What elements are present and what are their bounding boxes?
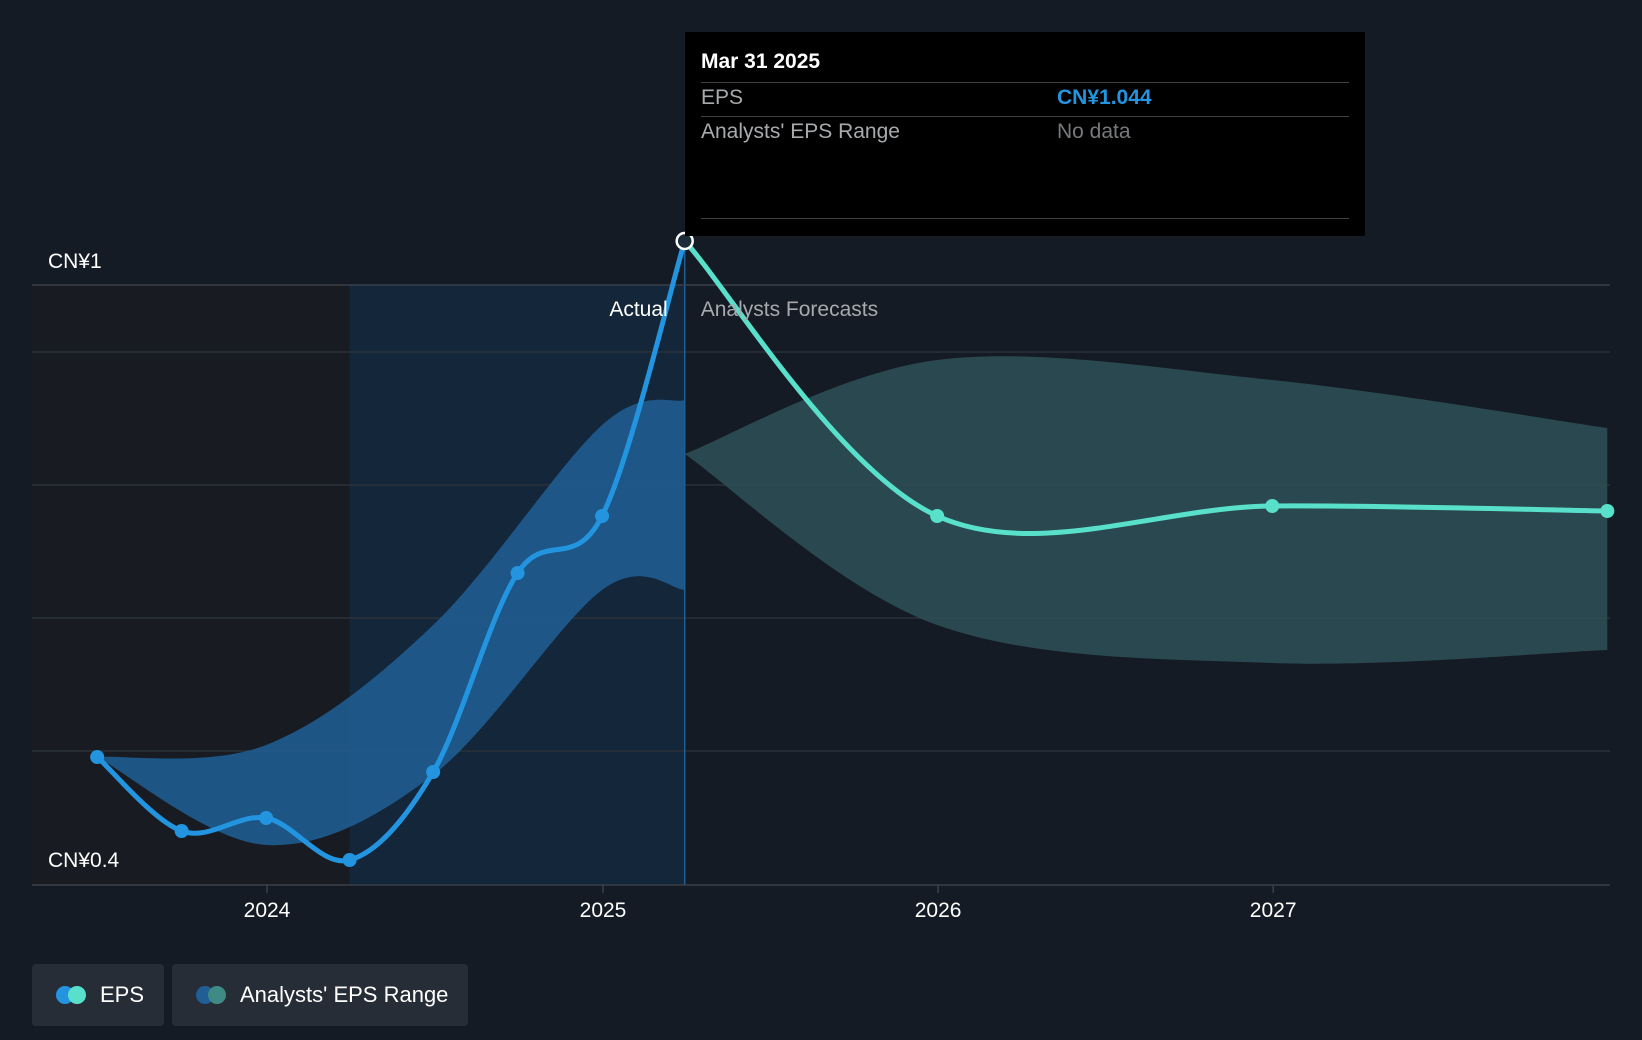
- range-legend-icon: [196, 986, 228, 1004]
- x-tick-label: 2027: [1250, 899, 1297, 922]
- eps-forecast-point: [1600, 504, 1615, 518]
- eps-actual-point: [90, 750, 105, 764]
- tooltip-range-label: Analysts' EPS Range: [701, 120, 900, 143]
- eps-actual-point: [174, 824, 189, 838]
- eps-actual-point: [426, 765, 441, 779]
- tooltip-eps-value: CN¥1.044: [1057, 86, 1152, 109]
- legend-label: Analysts' EPS Range: [240, 982, 449, 1007]
- actual-range-area: [97, 399, 685, 846]
- x-tick-label: 2025: [580, 899, 627, 922]
- legend-label: EPS: [100, 982, 145, 1007]
- eps-forecast-point: [1265, 499, 1280, 513]
- eps-points: [90, 231, 1615, 867]
- legend-item-range[interactable]: Analysts' EPS Range: [172, 964, 468, 1026]
- eps-actual-point: [259, 811, 274, 825]
- eps-actual-point: [595, 509, 610, 523]
- tooltip-eps-label: EPS: [701, 86, 744, 109]
- eps-actual-point: [342, 853, 357, 867]
- tooltip: Mar 31 2025 EPS CN¥1.044 Analysts' EPS R…: [685, 32, 1365, 236]
- tooltip-range-value: No data: [1057, 120, 1131, 143]
- eps-legend-icon: [56, 986, 88, 1004]
- tooltip-date: Mar 31 2025: [701, 50, 821, 73]
- forecast-section-label: Analysts Forecasts: [701, 298, 878, 321]
- x-tick-label: 2024: [244, 899, 291, 922]
- forecast-range-area: [684, 356, 1608, 664]
- tooltip-divider: [701, 218, 1349, 219]
- x-ticks: 2024 2025 2026 2027: [244, 885, 1297, 922]
- eps-forecast-point: [930, 509, 945, 523]
- legend-item-eps[interactable]: EPS: [32, 964, 164, 1026]
- y-label-bottom: CN¥0.4: [48, 849, 120, 872]
- x-tick-label: 2026: [915, 899, 962, 922]
- y-label-top: CN¥1: [48, 250, 102, 273]
- eps-forecast-line: [682, 238, 1610, 536]
- eps-selected-point: [675, 231, 694, 251]
- eps-actual-point: [510, 566, 525, 580]
- actual-section-label: Actual: [609, 298, 667, 321]
- tooltip-divider: [701, 82, 1349, 83]
- tooltip-divider: [701, 116, 1349, 117]
